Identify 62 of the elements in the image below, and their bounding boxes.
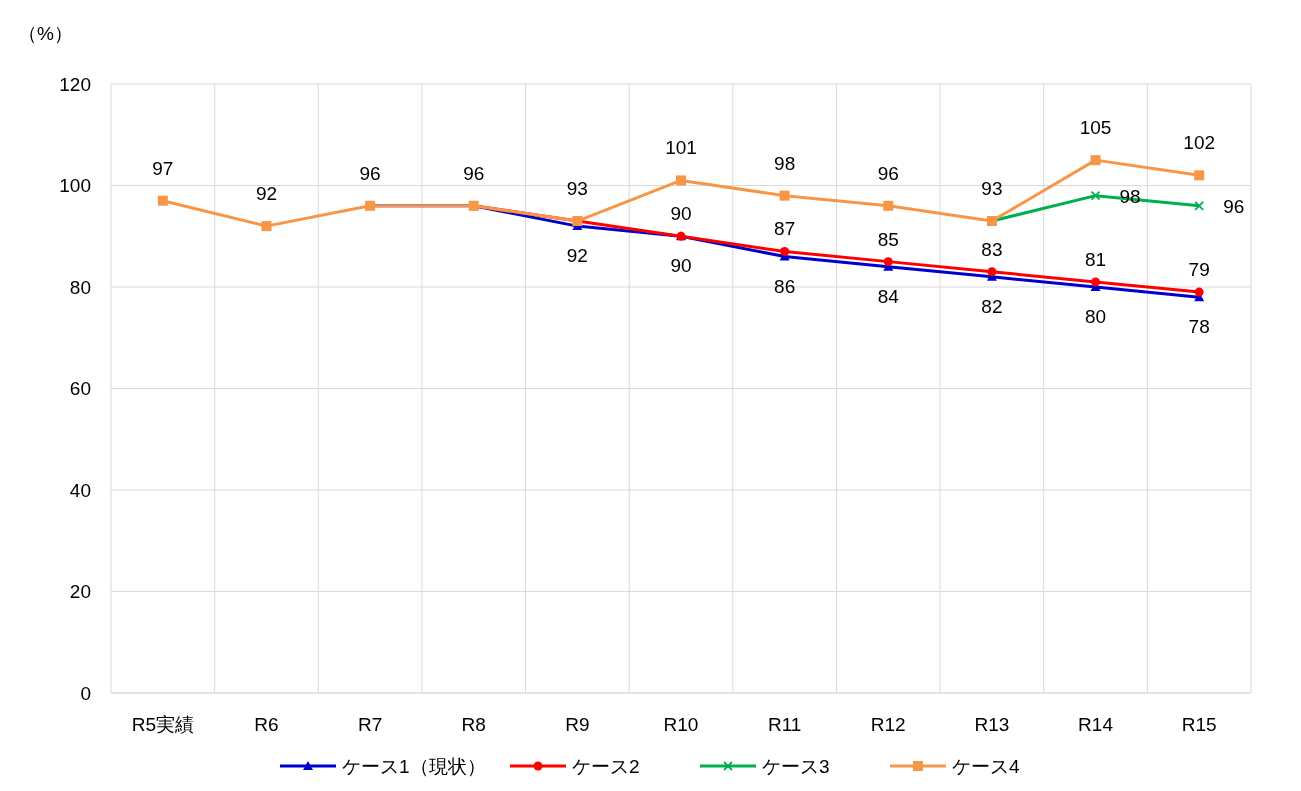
- point: [1090, 190, 1101, 201]
- x-tick-label: R14: [1078, 714, 1114, 735]
- y-tick-label: 80: [69, 276, 91, 298]
- data-label: 87: [774, 218, 796, 240]
- y-tick-label: 60: [69, 378, 91, 400]
- data-label: 102: [1183, 132, 1216, 154]
- point: [1194, 287, 1204, 297]
- x-tick-label: R11: [767, 714, 802, 735]
- data-label: 80: [1084, 306, 1107, 327]
- data-label: 96: [359, 162, 381, 184]
- data-label: 79: [1188, 259, 1210, 281]
- point: [1194, 170, 1205, 181]
- data-label: 84: [877, 285, 900, 307]
- data-label: 90: [670, 255, 692, 277]
- y-tick-label: 0: [80, 682, 91, 704]
- x-tick-label: R12: [870, 714, 906, 735]
- point: [676, 175, 686, 186]
- y-tick-label: 40: [69, 479, 91, 501]
- legend-label: ケース3: [762, 755, 830, 777]
- y-axis-title: （%）: [18, 23, 73, 44]
- data-label: 83: [981, 238, 1003, 260]
- point: [780, 246, 790, 256]
- data-label: 97: [152, 157, 174, 179]
- point: [1090, 155, 1101, 166]
- point: [883, 200, 894, 211]
- x-tick-label: R6: [254, 714, 279, 735]
- x-tick-label: R10: [663, 714, 699, 735]
- data-label: 98: [774, 152, 796, 174]
- data-label: 101: [665, 137, 697, 159]
- point: [261, 221, 272, 232]
- point: [883, 257, 893, 267]
- data-label: 78: [1188, 316, 1210, 338]
- legend-label: ケース4: [952, 755, 1020, 777]
- point: [987, 267, 997, 277]
- data-label: 96: [877, 162, 899, 184]
- data-label: 93: [566, 178, 588, 200]
- point: [1194, 200, 1205, 211]
- data-label: 82: [981, 295, 1003, 317]
- x-tick-label: R15: [1181, 714, 1217, 735]
- x-tick-label: R9: [565, 714, 590, 735]
- x-tick-label: R8: [461, 714, 486, 735]
- data-label: 96: [1223, 195, 1245, 217]
- y-tick-label: 100: [59, 175, 91, 197]
- x-tick-label: R13: [974, 714, 1010, 735]
- data-label: 93: [981, 178, 1003, 200]
- y-tick-label: 120: [59, 73, 91, 95]
- point: [779, 190, 790, 201]
- legend-label: ケース2: [572, 755, 640, 777]
- point: [157, 195, 168, 206]
- y-tick-label: 20: [69, 581, 91, 603]
- x-tick-label: R5実績: [131, 714, 194, 735]
- legend-label: ケース1（現状）: [342, 755, 486, 777]
- data-label: 90: [670, 203, 692, 225]
- data-label: 92: [255, 183, 278, 205]
- data-label: 105: [1079, 117, 1112, 139]
- data-label: 81: [1084, 248, 1107, 270]
- x-tick-label: R7: [357, 714, 383, 735]
- data-label: 92: [566, 245, 588, 267]
- point: [1091, 277, 1101, 287]
- data-label: 85: [877, 228, 899, 250]
- data-label: 86: [774, 275, 796, 297]
- data-label: 96: [463, 162, 485, 184]
